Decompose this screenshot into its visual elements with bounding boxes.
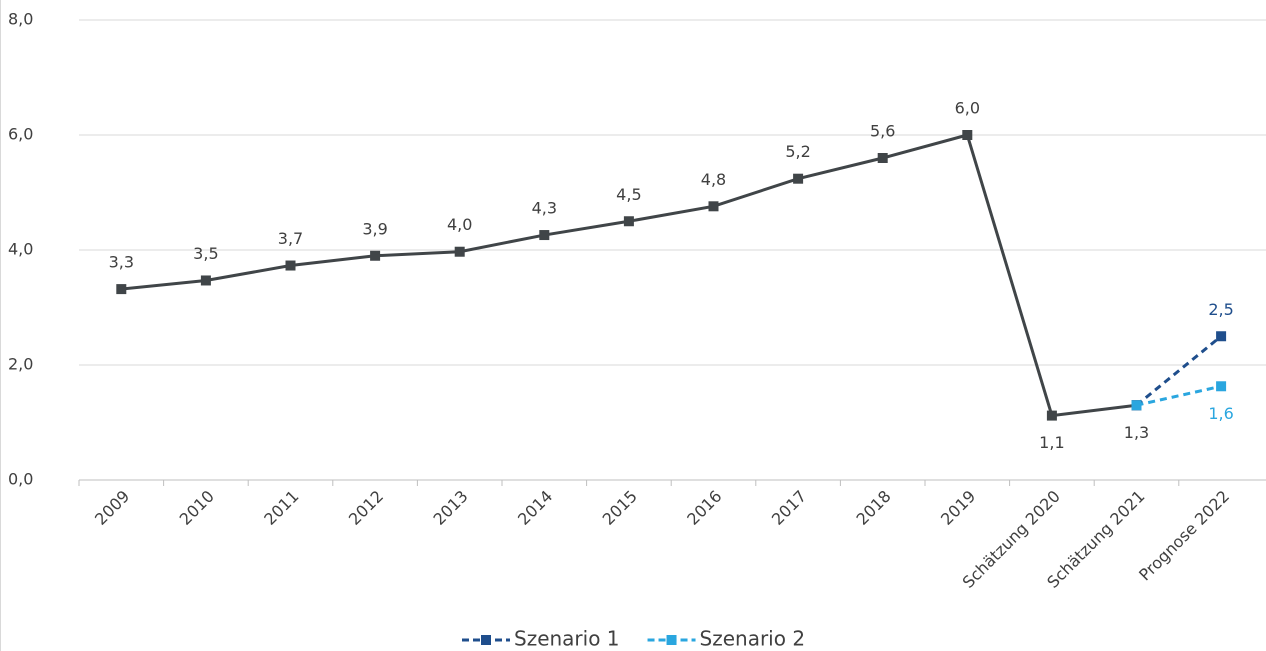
data-label: 2,5 (1208, 300, 1233, 319)
x-tick-label: 2010 (176, 487, 218, 529)
marker (1216, 331, 1227, 342)
data-label: 4,5 (616, 185, 641, 204)
marker (200, 275, 211, 286)
data-label: 3,5 (193, 244, 218, 263)
marker (962, 130, 973, 140)
marker (877, 153, 888, 163)
x-tick-label: 2019 (937, 487, 979, 529)
y-tick-label: 4,0 (8, 240, 33, 259)
data-label: 4,3 (532, 199, 557, 218)
data-label: 6,0 (955, 99, 980, 118)
legend-label: Szenario 2 (700, 627, 806, 651)
marker (539, 230, 550, 241)
legend-marker (666, 635, 677, 645)
marker (1046, 410, 1057, 421)
marker (1216, 381, 1227, 392)
marker (793, 173, 804, 184)
data-label: 5,2 (785, 142, 810, 161)
data-label: 1,1 (1039, 433, 1064, 452)
y-tick-label: 2,0 (8, 355, 33, 374)
series-line (121, 133, 1137, 418)
data-label: 5,6 (870, 122, 895, 141)
legend-marker (481, 635, 491, 645)
x-tick-label: 2009 (91, 487, 133, 529)
x-tick-label: 2017 (768, 487, 810, 529)
marker (116, 284, 127, 295)
x-tick-label: 2012 (345, 487, 387, 529)
data-label: 3,3 (109, 253, 134, 272)
series-line (1136, 384, 1222, 407)
marker (708, 201, 719, 212)
legend-label: Szenario 1 (514, 627, 620, 651)
y-tick-label: 6,0 (8, 125, 33, 144)
marker (623, 216, 634, 227)
data-label: 3,7 (278, 229, 303, 248)
marker (454, 246, 465, 257)
x-tick-label: 2015 (599, 487, 641, 529)
x-tick-label: 2013 (429, 487, 471, 529)
marker (1131, 400, 1142, 411)
series-line (1135, 335, 1223, 407)
y-tick-label: 8,0 (8, 10, 33, 29)
y-tick-label: 0,0 (8, 470, 33, 489)
data-label: 4,8 (701, 170, 726, 189)
x-tick-label: 2014 (514, 487, 556, 529)
data-label: 1,6 (1208, 404, 1233, 423)
x-tick-label: Prognose 2022 (1135, 487, 1233, 585)
x-tick-label: 2018 (852, 487, 894, 529)
marker (370, 250, 381, 261)
data-label: 4,0 (447, 215, 472, 234)
marker (285, 260, 296, 271)
data-label: 3,9 (362, 219, 387, 238)
x-tick-label: 2016 (683, 487, 725, 529)
x-tick-label: 2011 (260, 487, 302, 529)
data-label: 1,3 (1124, 423, 1149, 442)
